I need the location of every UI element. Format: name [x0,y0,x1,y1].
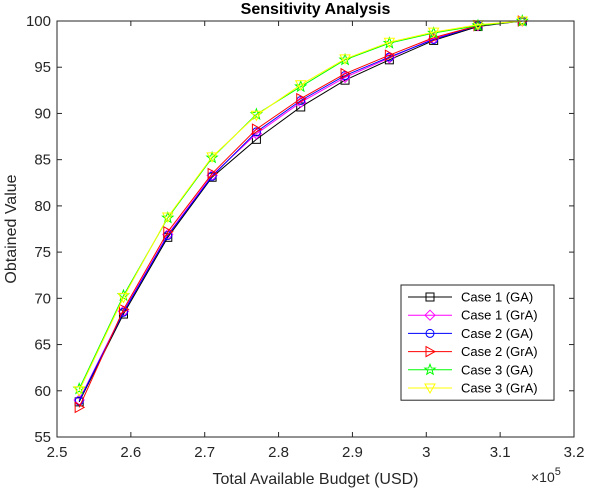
y-tick-label: 95 [34,59,51,76]
data-point-s6-5 [250,110,263,122]
data-point-s4-7 [340,67,352,80]
data-point-s6-2 [117,292,130,304]
data-point-s4-2 [118,303,130,316]
legend-marker [425,292,435,302]
x-tick-label: 3.1 [490,444,511,461]
axes-box [56,20,575,438]
legend-label: Case 1 (GrA) [461,308,538,323]
x-tick-label: 2.5 [47,444,68,461]
chart-title: Sensitivity Analysis [241,1,391,18]
data-point-s1-5 [251,134,261,144]
x-axis-title: Total Available Budget (USD) [212,471,418,488]
x-tick-label: 3 [422,444,430,461]
legend-label: Case 3 (GA) [461,362,533,377]
y-tick-label: 100 [26,13,51,30]
legend-item: Case 2 (GrA) [408,344,538,359]
legend-item: Case 3 (GA) [408,362,533,377]
data-point-s4-8 [384,49,396,62]
legend-label: Case 2 (GrA) [461,344,538,359]
data-point-s5-10 [471,18,485,32]
data-point-s5-4 [205,150,219,164]
series-line-4 [78,20,523,408]
legend-item: Case 1 (GA) [408,290,533,305]
legend-box [400,284,555,401]
series-line-6 [78,20,523,391]
legend-item: Case 2 (GA) [408,326,533,341]
data-point-s6-4 [206,152,218,163]
ticks-layer: 2.5 2.6 2.7 2.8 2.9 3 3.1 3.2 55 60 65 70 75 80 85 90 95… [26,13,584,461]
data-point-s6-6 [294,80,307,91]
x-exponent-base: ×10 [531,469,555,485]
x-exponent-power: 5 [555,466,561,478]
x-axis-exponent: ×105 [531,466,561,485]
data-point-s4-4 [207,167,219,180]
x-tick-label: 3.2 [564,444,585,461]
legend-label: Case 2 (GA) [461,326,533,341]
legend-marker [424,383,436,395]
axes-layer [56,20,575,438]
x-tick-label: 2.9 [342,444,363,461]
y-tick-label: 75 [34,244,51,261]
x-tick-label: 2.7 [194,444,215,461]
y-tick-label: 70 [34,290,51,307]
data-point-s4-1 [74,401,86,414]
legend: Case 1 (GA) Case 1 (GrA) Case 2 (GA) Case 2… [400,284,555,401]
legend-marker [423,362,437,376]
legend-marker [424,309,436,321]
data-point-s4-3 [163,225,174,238]
legend-marker [425,328,435,338]
data-point-s6-1 [73,386,86,397]
x-tick-label: 2.6 [120,444,141,461]
y-axis-title: Obtained Value [3,174,20,283]
y-tick-label: 55 [34,429,51,446]
legend-item: Case 1 (GrA) [408,308,538,323]
y-tick-label: 80 [34,198,51,215]
legend-marker [425,345,437,358]
y-tick-label: 90 [34,105,51,122]
data-point-s6-3 [161,212,174,224]
data-point-s1-6 [296,102,306,112]
series-layer [72,14,529,414]
y-tick-label: 60 [34,383,51,400]
legend-item: Case 3 (GrA) [408,381,538,396]
y-tick-label: 85 [34,152,51,169]
data-point-s6-9 [427,27,440,39]
legend-label: Case 3 (GrA) [461,381,538,396]
data-point-s6-8 [383,37,396,49]
data-point-s5-7 [338,52,352,66]
data-point-s6-7 [339,54,351,65]
data-point-s5-3 [161,210,175,224]
y-tick-label: 65 [34,337,51,354]
data-point-s4-5 [251,123,263,136]
series-line-3 [78,20,523,402]
data-point-s4-6 [296,92,307,105]
x-tick-label: 2.8 [268,444,289,461]
legend-label: Case 1 (GA) [461,290,533,305]
